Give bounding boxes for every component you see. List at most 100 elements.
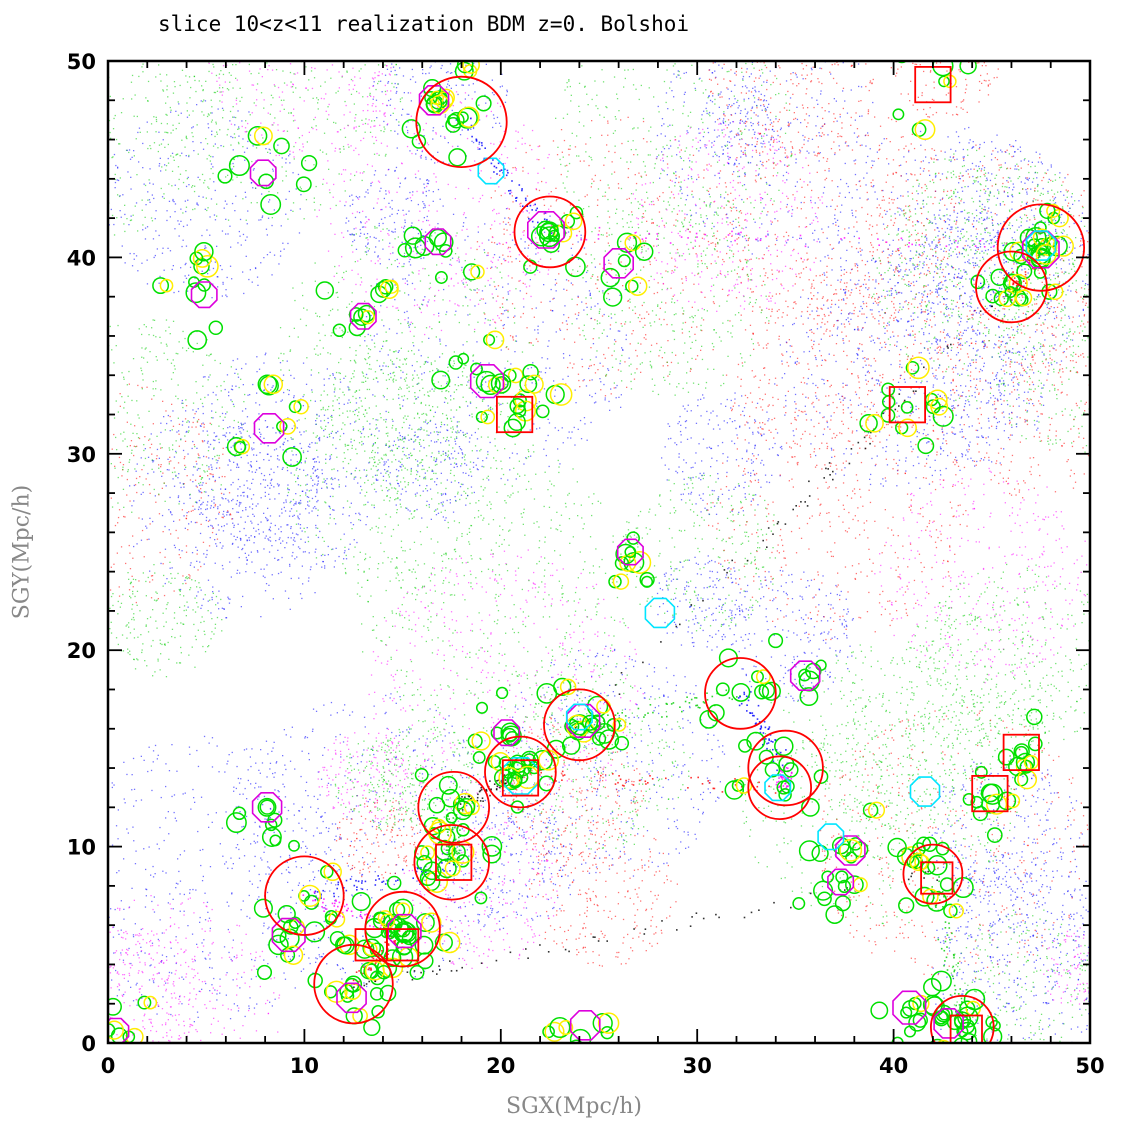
- particle-dot: [760, 583, 762, 585]
- particle-dot: [1085, 283, 1087, 285]
- particle-dot: [772, 600, 774, 602]
- particle-dot: [432, 130, 434, 132]
- particle-dot: [666, 585, 668, 587]
- particle-dot: [461, 791, 463, 793]
- particle-dot: [919, 130, 922, 133]
- particle-dot: [293, 814, 295, 816]
- particle-dot: [1068, 924, 1070, 926]
- particle-dot: [716, 502, 718, 504]
- particle-dot: [736, 608, 738, 610]
- particle-dot: [1072, 345, 1074, 347]
- particle-dot: [597, 199, 599, 201]
- particle-dot: [193, 797, 195, 799]
- particle-dot: [1108, 456, 1109, 457]
- particle-dot: [271, 750, 273, 752]
- particle-dot: [800, 639, 802, 641]
- particle-dot: [96, 36, 97, 37]
- particle-dot: [509, 255, 512, 258]
- particle-dot: [967, 887, 969, 889]
- particle-dot: [483, 776, 485, 778]
- particle-dot: [1105, 404, 1106, 405]
- particle-dot: [168, 971, 171, 974]
- particle-dot: [1028, 388, 1030, 390]
- particle-dot: [425, 826, 427, 828]
- particle-dot: [1018, 947, 1021, 949]
- particle-dot: [443, 728, 445, 730]
- particle-dot: [703, 233, 705, 235]
- particle-dot: [1006, 371, 1008, 374]
- particle-dot: [1141, 1060, 1142, 1061]
- particle-dot: [938, 283, 940, 285]
- particle-dot: [1004, 972, 1006, 974]
- particle-dot: [606, 235, 608, 238]
- particle-dot: [387, 81, 390, 83]
- particle-dot: [782, 676, 785, 679]
- particle-dot: [996, 933, 998, 936]
- particle-dot: [413, 749, 415, 751]
- particle-dot: [988, 978, 990, 980]
- particle-dot: [843, 632, 845, 635]
- particle-dot: [233, 1003, 235, 1005]
- particle-dot: [284, 796, 287, 798]
- particle-dot: [124, 41, 125, 42]
- particle-dot: [1111, 1091, 1112, 1092]
- particle-dot: [424, 879, 426, 881]
- particle-dot: [285, 869, 288, 871]
- particle-dot: [493, 242, 496, 244]
- particle-dot: [236, 1005, 239, 1007]
- particle-dot: [960, 952, 962, 955]
- particle-dot: [1071, 1016, 1074, 1018]
- particle-dot: [214, 623, 217, 625]
- particle-dot: [127, 648, 129, 650]
- particle-dot: [403, 92, 405, 94]
- particle-dot: [192, 185, 194, 187]
- particle-dot: [133, 637, 136, 639]
- particle-dot: [514, 166, 516, 169]
- particle-dot: [946, 976, 948, 978]
- particle-dot: [179, 590, 181, 592]
- particle-dot: [132, 578, 135, 580]
- particle-dot: [82, 914, 83, 915]
- particle-dot: [742, 610, 744, 613]
- particle-dot: [1072, 807, 1074, 809]
- particle-dot: [459, 755, 461, 757]
- particle-dot: [839, 618, 841, 621]
- particle-dot: [989, 300, 992, 302]
- particle-dot: [247, 779, 249, 782]
- particle-dot: [791, 581, 793, 583]
- particle-dot: [975, 870, 977, 872]
- particle-dot: [988, 933, 990, 936]
- particle-dot: [444, 718, 446, 720]
- particle-dot: [977, 181, 979, 183]
- particle-dot: [846, 634, 848, 637]
- particle-dot: [1059, 943, 1061, 945]
- particle-dot: [131, 603, 134, 606]
- particle-dot: [397, 979, 400, 981]
- particle-dot: [976, 766, 978, 768]
- particle-dot: [238, 143, 240, 145]
- particle-dot: [1060, 856, 1063, 858]
- particle-dot: [162, 612, 164, 614]
- particle-dot: [985, 437, 987, 439]
- particle-dot: [327, 782, 330, 784]
- particle-dot: [453, 901, 456, 904]
- particle-dot: [458, 906, 460, 909]
- particle-dot: [1041, 904, 1044, 906]
- particle-dot: [148, 846, 150, 848]
- particle-dot: [1134, 959, 1135, 960]
- particle-dot: [1031, 1052, 1032, 1053]
- particle-dot: [147, 55, 148, 56]
- particle-dot: [203, 114, 205, 116]
- particle-dot: [1041, 360, 1044, 363]
- particle-dot: [395, 92, 397, 94]
- particle-dot: [867, 198, 869, 200]
- particle-dot: [171, 628, 174, 630]
- particle-dot: [235, 787, 237, 790]
- particle-dot: [245, 815, 248, 818]
- particle-dot: [219, 100, 221, 102]
- particle-dot: [971, 162, 974, 165]
- particle-dot: [453, 42, 454, 43]
- particle-dot: [129, 583, 132, 585]
- particle-dot: [985, 867, 987, 870]
- particle-dot: [1071, 442, 1073, 444]
